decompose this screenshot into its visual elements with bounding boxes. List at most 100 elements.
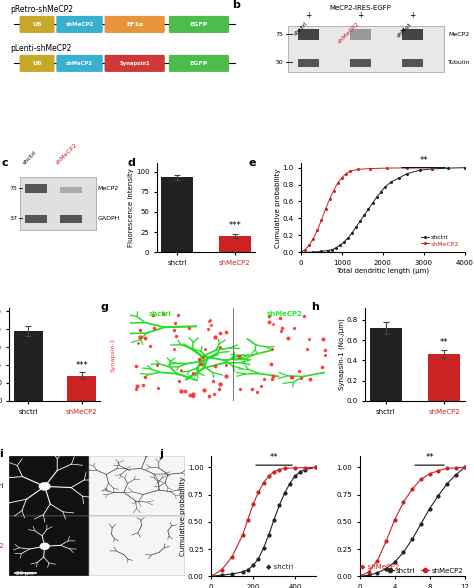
FancyBboxPatch shape: [19, 55, 55, 72]
shctrl: [388, 179, 394, 186]
Text: pRetro-shMeCP2: pRetro-shMeCP2: [10, 5, 73, 14]
shMeCP2: [384, 165, 390, 172]
Text: shMeCP2: shMeCP2: [65, 22, 93, 27]
Text: b: b: [232, 0, 240, 10]
shMeCP2: [314, 227, 320, 234]
Bar: [67, 376, 96, 401]
shctrl: [429, 165, 435, 172]
Y-axis label: Cumulative probability: Cumulative probability: [275, 168, 281, 248]
Bar: [350, 29, 371, 39]
Text: MeCP2: MeCP2: [98, 186, 119, 191]
shctrl: [417, 166, 422, 173]
Text: +: +: [410, 11, 416, 19]
shctrl: [462, 164, 467, 171]
Bar: [9, 516, 89, 576]
shMeCP2: [339, 174, 345, 181]
Text: GADPH: GADPH: [98, 216, 120, 221]
Text: +: +: [305, 11, 312, 19]
Bar: [402, 29, 423, 39]
shMeCP2: [347, 168, 353, 175]
FancyBboxPatch shape: [19, 16, 55, 33]
Text: U6: U6: [32, 61, 42, 66]
Bar: [288, 26, 444, 72]
FancyBboxPatch shape: [56, 55, 103, 72]
Bar: [428, 355, 460, 401]
Text: c: c: [1, 158, 8, 168]
shctrl: [333, 245, 338, 252]
shMeCP2: [302, 246, 308, 253]
Line: shctrl: shctrl: [300, 167, 465, 253]
Text: 5 μm: 5 μm: [299, 396, 313, 400]
shctrl: [370, 200, 375, 207]
shctrl: [382, 183, 388, 191]
Text: **: **: [419, 156, 428, 165]
shMeCP2: [335, 179, 341, 186]
shMeCP2: [356, 166, 361, 173]
Circle shape: [39, 483, 50, 490]
Text: 37: 37: [9, 216, 18, 221]
Text: shMut: shMut: [395, 21, 412, 38]
Text: pLenti-shMeCP2: pLenti-shMeCP2: [10, 44, 72, 53]
Text: MeCP2-IRES-EGFP: MeCP2-IRES-EGFP: [330, 5, 392, 11]
shctrl: [362, 212, 367, 219]
Text: 75: 75: [9, 186, 18, 191]
Text: **: **: [270, 453, 278, 462]
Bar: [25, 184, 47, 193]
Text: EF1α: EF1α: [126, 22, 143, 27]
shctrl: [404, 170, 410, 177]
shMeCP2: [310, 235, 316, 242]
Legend: shctrl, shMeCP2: shctrl, shMeCP2: [383, 565, 466, 577]
shctrl: [310, 249, 316, 256]
shMeCP2: [368, 165, 374, 172]
Y-axis label: Cumulative probability: Cumulative probability: [181, 477, 186, 556]
shctrl: [298, 249, 304, 256]
Bar: [89, 456, 185, 516]
shctrl: [374, 193, 380, 201]
Text: i: i: [0, 449, 3, 459]
Text: e: e: [249, 158, 256, 168]
shctrl: [396, 174, 402, 181]
shMeCP2: [306, 242, 312, 249]
Bar: [402, 59, 423, 67]
Text: **: **: [425, 453, 434, 462]
shctrl: [378, 189, 383, 196]
Text: EGFP: EGFP: [190, 22, 208, 27]
shMeCP2: [404, 164, 410, 171]
Bar: [161, 177, 193, 252]
Text: d: d: [128, 158, 135, 168]
Bar: [370, 328, 402, 401]
Text: Tubulin: Tubulin: [448, 59, 470, 65]
Text: ◆ shctrl: ◆ shctrl: [266, 563, 293, 569]
Bar: [350, 59, 371, 67]
shMeCP2: [327, 195, 332, 202]
shctrl: [337, 242, 343, 249]
Text: shMeCP2: shMeCP2: [337, 21, 361, 45]
Text: 75: 75: [276, 32, 284, 37]
Text: j: j: [159, 449, 163, 459]
shMeCP2: [429, 164, 435, 171]
FancyBboxPatch shape: [169, 16, 229, 33]
Legend: shctrl, shMeCP2: shctrl, shMeCP2: [419, 232, 461, 249]
Circle shape: [40, 543, 49, 549]
Text: shMeCP2: shMeCP2: [66, 61, 93, 66]
shctrl: [349, 229, 355, 236]
Text: 20 μm: 20 μm: [17, 571, 34, 576]
FancyBboxPatch shape: [105, 16, 165, 33]
Text: EGFP: EGFP: [190, 61, 208, 66]
Bar: [60, 215, 82, 223]
Bar: [14, 331, 43, 401]
X-axis label: Total dendritic length (μm): Total dendritic length (μm): [336, 267, 429, 274]
shctrl: [325, 247, 330, 254]
Bar: [89, 516, 185, 576]
Text: 50: 50: [276, 59, 284, 65]
shMeCP2: [323, 206, 328, 213]
shctrl: [341, 239, 347, 246]
Text: shMeCP2: shMeCP2: [55, 142, 78, 165]
Bar: [60, 188, 82, 193]
shctrl: [445, 165, 451, 172]
Text: ◆ shMeCP2: ◆ shMeCP2: [360, 563, 400, 569]
Text: Synapsin1: Synapsin1: [119, 61, 150, 66]
Text: **: **: [440, 338, 448, 348]
FancyBboxPatch shape: [56, 16, 103, 33]
Text: shctrl: shctrl: [149, 310, 172, 316]
